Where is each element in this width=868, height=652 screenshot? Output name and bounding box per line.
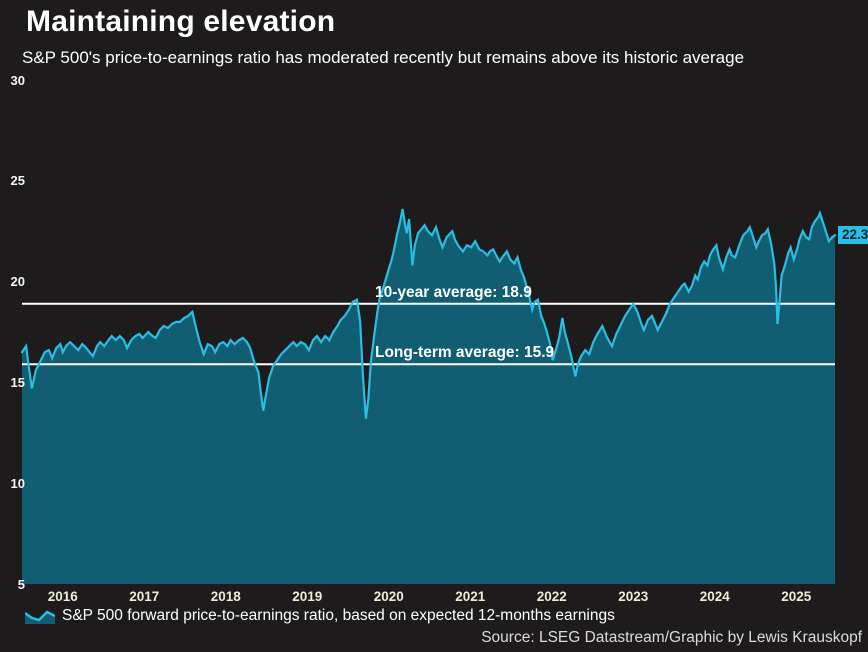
chart-title: Maintaining elevation bbox=[26, 5, 336, 38]
y-axis-tick-label: 5 bbox=[17, 576, 25, 592]
area-series-icon bbox=[25, 610, 55, 624]
x-axis-tick-label: 2017 bbox=[129, 589, 160, 604]
chart-subtitle: S&P 500's price-to-earnings ratio has mo… bbox=[22, 48, 745, 67]
x-axis-tick-label: 2022 bbox=[536, 589, 567, 604]
legend: S&P 500 forward price-to-earnings ratio,… bbox=[25, 607, 615, 625]
y-axis-tick-label: 30 bbox=[10, 72, 25, 88]
long-term-average-label: Long-term average: 15.9 bbox=[375, 344, 555, 362]
y-axis-tick-label: 10 bbox=[10, 475, 25, 491]
x-axis-tick-label: 2020 bbox=[373, 589, 404, 604]
ten-year-average-label: 10-year average: 18.9 bbox=[375, 283, 532, 301]
x-axis-tick-label: 2016 bbox=[47, 589, 78, 604]
x-axis-tick-label: 2023 bbox=[618, 589, 649, 604]
pe-area-fill bbox=[22, 209, 835, 584]
pe-line-series bbox=[20, 208, 837, 419]
x-axis-tick-label: 2025 bbox=[781, 589, 812, 604]
last-value-badge: 22.3 bbox=[838, 225, 868, 244]
y-axis-tick-label: 20 bbox=[10, 274, 25, 290]
y-axis-tick-label: 15 bbox=[10, 374, 25, 390]
x-axis-tick-label: 2021 bbox=[455, 589, 486, 604]
source-credit: Source: LSEG Datastream/Graphic by Lewis… bbox=[481, 629, 862, 646]
y-axis-tick-label: 25 bbox=[10, 173, 25, 189]
x-axis-tick-label: 2018 bbox=[210, 589, 241, 604]
x-axis-tick-label: 2019 bbox=[292, 589, 323, 604]
legend-label: S&P 500 forward price-to-earnings ratio,… bbox=[62, 607, 615, 624]
x-axis-tick-label: 2024 bbox=[699, 589, 730, 604]
